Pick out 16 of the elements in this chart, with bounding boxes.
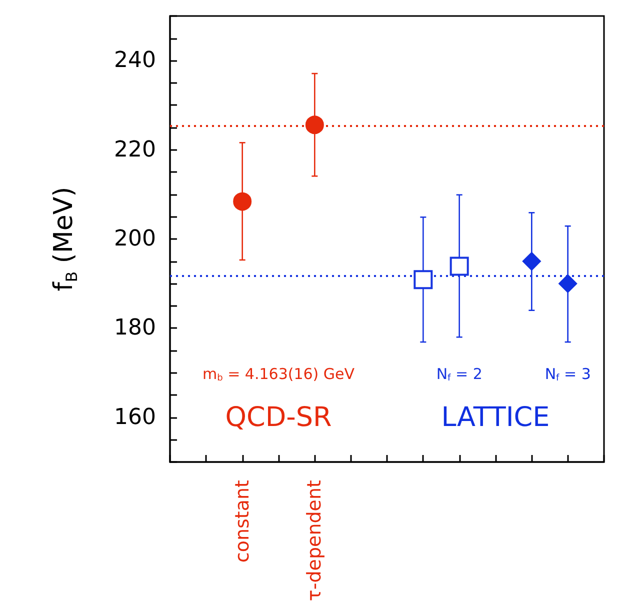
y-tick-label: 200: [114, 226, 156, 252]
y-tick-label: 220: [114, 137, 156, 162]
x-tick-label: τ-dependent: [304, 480, 326, 602]
point: [305, 116, 324, 134]
y-tick-label: 160: [114, 404, 156, 430]
point: [522, 252, 541, 271]
point: [558, 274, 578, 293]
point: [450, 256, 469, 276]
annotation: LATTICE: [441, 402, 550, 433]
point: [233, 192, 252, 211]
x-tick-label: constant: [231, 480, 254, 563]
y-tick-label: 240: [114, 48, 156, 74]
point: [414, 270, 433, 290]
y-axis-title: fB (MeV): [49, 186, 81, 292]
y-tick-label: 180: [114, 316, 156, 341]
annotation: QCD-SR: [225, 402, 332, 433]
